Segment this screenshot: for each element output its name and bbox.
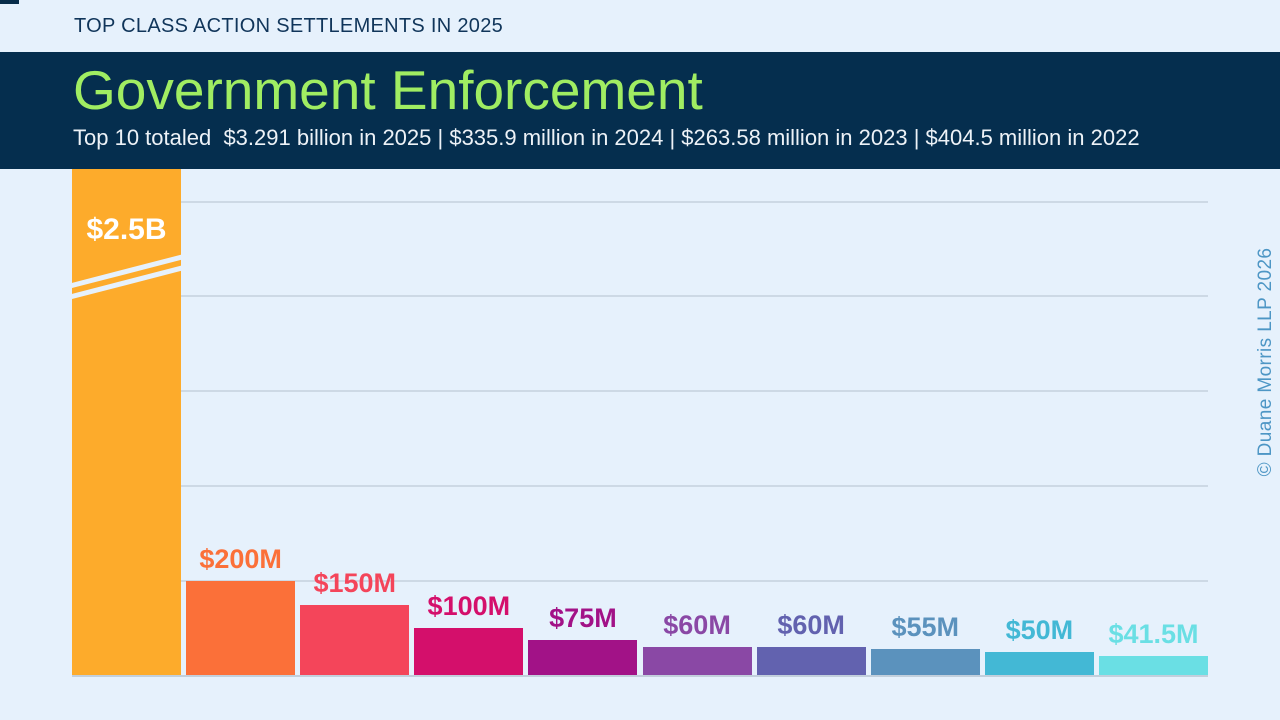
gridline [72,485,1208,487]
chart-bar-column-4: $100M [414,591,524,675]
chart-bars: $2.5B $200M $150M $100M $75M [66,169,1208,675]
copyright-watermark: © Duane Morris LLP 2026 [1255,247,1276,477]
gridline [72,295,1208,297]
bar-chart: $2.5B $200M $150M $100M $75M [0,169,1280,720]
chart-bar [756,646,866,675]
bar-value-label: $150M [313,567,396,598]
chart-bar [186,581,296,675]
gridline [72,390,1208,392]
chart-bar-column-3: $150M [300,567,410,675]
chart-bar [528,639,638,675]
bar-value-label: $50M [1005,614,1074,645]
chart-bar-column-1: $2.5B [66,169,186,675]
chart-bar-column-10: $41.5M [1098,618,1208,675]
bar-value-label-inside: $2.5B [86,213,167,246]
chart-bar [300,604,410,675]
chart-gridlines [72,169,1208,720]
bar-value-label: $100M [427,591,511,621]
chart-bar-column-2: $200M [186,544,296,675]
chart-bar-column-9: $50M [984,614,1094,675]
corner-artifact [0,0,19,4]
chart-bar-column-7: $60M [756,609,866,675]
eyebrow-strip: TOP CLASS ACTION SETTLEMENTS IN 2025 [0,0,1280,52]
chart-bar [414,628,524,675]
bar-value-label: $60M [777,609,845,640]
chart-bar: $2.5B [66,169,186,675]
chart-bar [984,651,1094,675]
bar-value-label: $75M [549,602,617,633]
title-banner: Government Enforcement Top 10 totaled $3… [0,52,1280,169]
page-title: Government Enforcement [73,59,703,121]
chart-bar [870,649,980,675]
chart-bar [1098,655,1208,675]
chart-bar-column-6: $60M [642,609,752,675]
eyebrow-text: TOP CLASS ACTION SETTLEMENTS IN 2025 [74,14,504,37]
bar-value-label: $60M [663,609,731,640]
totals-subtitle: Top 10 totaled $3.291 billion in 2025 | … [73,124,1140,150]
gridline [72,201,1208,203]
chart-baseline [72,675,1208,677]
bar-value-label: $41.5M [1108,618,1199,649]
bar-value-label: $200M [199,544,282,574]
chart-bar-column-5: $75M [528,602,638,675]
bar-value-label: $55M [891,612,960,643]
chart-bar-column-8: $55M [870,612,980,675]
chart-bar [642,646,752,675]
gridline [72,580,1208,582]
